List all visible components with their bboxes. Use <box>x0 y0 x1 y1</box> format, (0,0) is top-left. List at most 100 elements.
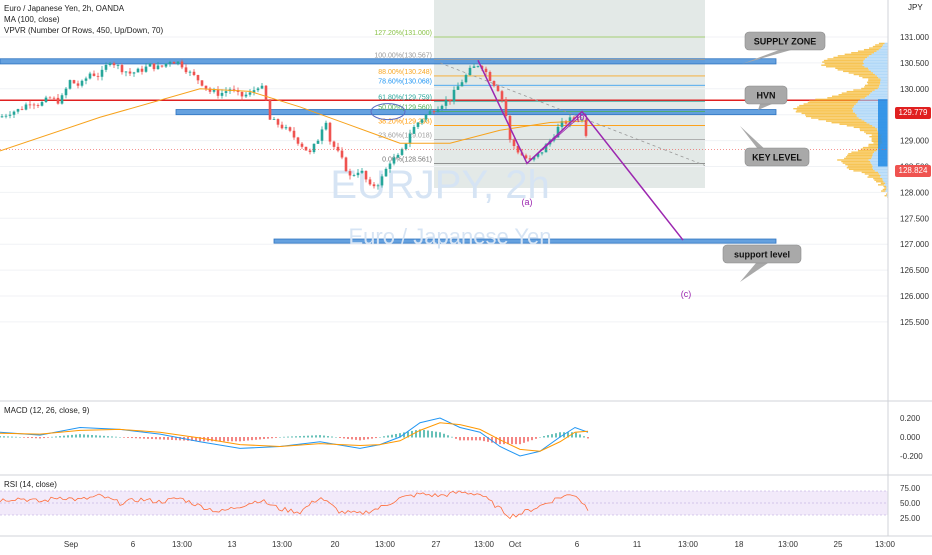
candle-body <box>265 86 268 100</box>
macd-histogram-bar <box>519 437 521 444</box>
macd-histogram-bar <box>587 437 589 438</box>
macd-histogram-bar <box>523 437 525 443</box>
wave-a-label: (a) <box>522 197 533 207</box>
volume-bar-up <box>848 153 873 154</box>
macd-histogram-bar <box>443 434 445 438</box>
volume-bar-down <box>865 58 888 59</box>
macd-histogram-bar <box>351 437 353 439</box>
macd-histogram-bar <box>19 437 21 438</box>
volume-bar-down <box>885 43 888 44</box>
volume-bar-up <box>883 186 886 187</box>
macd-histogram-bar <box>267 437 269 439</box>
volume-bar-up <box>863 147 879 148</box>
candle-body <box>113 63 116 65</box>
candle-body <box>357 173 360 175</box>
macd-histogram-bar <box>363 437 365 440</box>
callout-text: KEY LEVEL <box>752 153 802 163</box>
macd-histogram-bar <box>31 437 33 438</box>
macd-histogram-bar <box>71 435 73 438</box>
candle-body <box>185 67 188 72</box>
volume-bar-up <box>805 114 856 115</box>
macd-histogram-bar <box>47 437 49 438</box>
macd-histogram-bar <box>3 436 5 437</box>
volume-bar-up <box>881 183 885 184</box>
macd-histogram-bar <box>107 436 109 437</box>
macd-histogram-bar <box>99 436 101 438</box>
macd-histogram-bar <box>539 437 541 438</box>
volume-bar-up <box>840 124 870 125</box>
candle-body <box>61 95 64 103</box>
volume-bar-up <box>827 97 865 98</box>
candle-body <box>97 76 100 77</box>
candle-body <box>497 86 500 91</box>
volume-bar-down <box>875 74 888 75</box>
volume-bar-up <box>861 148 878 149</box>
macd-histogram-bar <box>91 435 93 437</box>
volume-bar-up <box>804 103 856 104</box>
candle-body <box>9 115 12 116</box>
candle-body <box>157 66 160 70</box>
volume-bar-down <box>884 184 888 185</box>
candle-body <box>405 144 408 149</box>
volume-bar-up <box>847 91 873 92</box>
macd-histogram-bar <box>251 437 253 440</box>
volume-bar-up <box>885 195 887 196</box>
volume-bar-up <box>849 169 873 170</box>
candle-body <box>585 120 588 136</box>
candle-body <box>333 142 336 147</box>
watermark-name: Euro / Japanese Yen <box>348 224 551 249</box>
macd-histogram-bar <box>367 437 369 439</box>
volume-bar-up <box>878 184 884 185</box>
volume-bar-down <box>865 97 888 98</box>
volume-bar-down <box>881 175 888 176</box>
volume-bar-down <box>879 85 888 86</box>
volume-bar-up <box>879 43 885 44</box>
candle-body <box>457 86 460 90</box>
macd-histogram-bar <box>471 437 473 440</box>
volume-bar-down <box>877 75 888 76</box>
candle-body <box>277 119 280 125</box>
volume-bar-down <box>875 89 888 90</box>
candle-body <box>453 90 456 101</box>
macd-histogram-bar <box>155 437 157 439</box>
candle-body <box>417 123 420 127</box>
macd-histogram-bar <box>551 434 553 437</box>
volume-bar-down <box>881 47 888 48</box>
macd-title: MACD (12, 26, close, 9) <box>4 406 90 415</box>
macd-histogram-bar <box>163 437 165 440</box>
time-tick-label: 13:00 <box>375 540 396 549</box>
macd-histogram-bar <box>131 437 133 438</box>
candle-body <box>177 62 180 64</box>
volume-bar-up <box>825 63 864 64</box>
price-tick-label: 130.000 <box>900 85 929 94</box>
candle-body <box>241 92 244 96</box>
volume-bar-down <box>867 57 888 58</box>
macd-histogram-bar <box>83 434 85 437</box>
key-level-box[interactable] <box>176 110 776 115</box>
price-tick-label: 126.500 <box>900 266 929 275</box>
time-tick-label: 13:00 <box>678 540 699 549</box>
macd-histogram-bar <box>35 437 37 438</box>
macd-histogram-bar <box>43 437 45 438</box>
macd-histogram-bar <box>291 436 293 437</box>
volume-bar-up <box>866 133 880 134</box>
macd-histogram-bar <box>103 436 105 438</box>
macd-histogram-bar <box>259 437 261 439</box>
candle-body <box>461 82 464 86</box>
candle-body <box>485 69 488 72</box>
watermark-ticker: EURJPY, 2h <box>330 163 549 207</box>
volume-bar-up <box>864 86 879 87</box>
macd-histogram-bar <box>383 436 385 437</box>
volume-bar-down <box>882 178 888 179</box>
candle-body <box>385 169 388 176</box>
macd-histogram-bar <box>127 437 129 438</box>
candle-body <box>369 179 372 184</box>
volume-bar-down <box>883 181 888 182</box>
macd-histogram-bar <box>467 437 469 440</box>
candle-body <box>85 78 88 80</box>
volume-bar-up <box>847 125 873 126</box>
volume-bar-down <box>864 63 888 64</box>
volume-bar-up <box>849 72 873 73</box>
volume-bar-down <box>873 169 888 170</box>
volume-bar-up <box>822 61 863 62</box>
